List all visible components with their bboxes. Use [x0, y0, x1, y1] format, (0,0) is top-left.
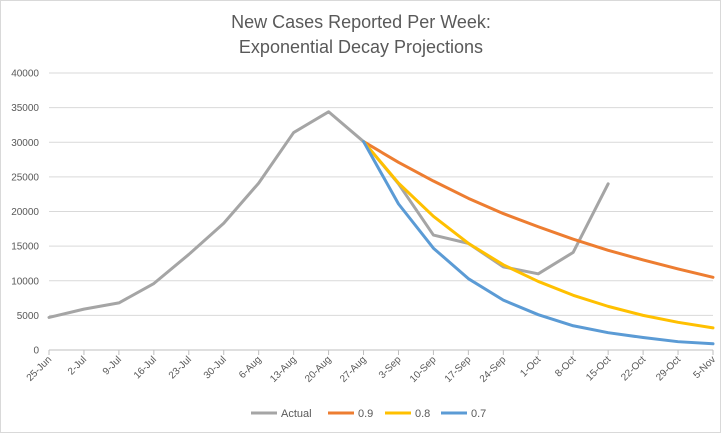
y-tick-label: 20000: [11, 207, 39, 218]
y-axis-ticks: 0 5000 10000 15000 20000 25000 30000 35000 40000: [11, 69, 39, 357]
x-tick-label: 16-Jul: [132, 354, 159, 381]
legend-label: 0.7: [471, 408, 486, 420]
series-line-3: [362, 140, 715, 346]
gridlines: [49, 72, 713, 351]
x-tick-label: 15-Oct: [584, 354, 613, 383]
x-tick-label: 20-Aug: [303, 354, 334, 385]
x-tick-label: 2-Jul: [66, 354, 89, 377]
series-line-1: [362, 140, 715, 279]
y-tick-label: 25000: [11, 172, 39, 183]
x-tick-label: 8-Oct: [553, 354, 578, 379]
x-tick-label: 25-Jun: [25, 354, 54, 383]
y-tick-label: 40000: [11, 69, 39, 80]
x-tick-label: 3-Sep: [377, 354, 404, 381]
x-tick-label: 23-Jul: [167, 354, 194, 381]
x-tick-label: 1-Oct: [518, 354, 543, 379]
y-tick-label: 15000: [11, 242, 39, 253]
x-tick-label: 6-Aug: [237, 354, 264, 381]
chart-title-line-1: New Cases Reported Per Week:: [231, 12, 491, 32]
y-tick-label: 30000: [11, 138, 39, 149]
y-tick-label: 5000: [17, 311, 40, 322]
y-tick-label: 35000: [11, 103, 39, 114]
series-line-2: [362, 140, 715, 330]
x-tick-label: 13-Aug: [268, 354, 299, 385]
series-lines: [47, 110, 715, 346]
x-tick-label: 9-Jul: [101, 354, 124, 377]
legend-label: 0.8: [415, 408, 430, 420]
legend-label: 0.9: [358, 408, 373, 420]
x-tick-label: 17-Sep: [443, 354, 474, 385]
legend: Actual 0.9 0.8 0.7: [251, 408, 486, 420]
chart-title-line-2: Exponential Decay Projections: [239, 37, 483, 57]
x-tick-label: 30-Jul: [202, 354, 229, 381]
legend-label: Actual: [281, 408, 312, 420]
x-tick-label: 29-Oct: [654, 354, 683, 383]
x-axis-ticks: 25-Jun 2-Jul 9-Jul 16-Jul 23-Jul 30-Jul 6-Aug 1…: [25, 350, 718, 385]
y-tick-label: 10000: [11, 276, 39, 287]
x-tick-label: 10-Sep: [408, 354, 439, 385]
y-tick-label: 0: [33, 346, 39, 357]
x-tick-label: 5-Nov: [691, 354, 718, 381]
x-tick-label: 27-Aug: [338, 354, 369, 385]
x-tick-label: 24-Sep: [478, 354, 509, 385]
x-tick-label: 22-Oct: [619, 354, 648, 383]
